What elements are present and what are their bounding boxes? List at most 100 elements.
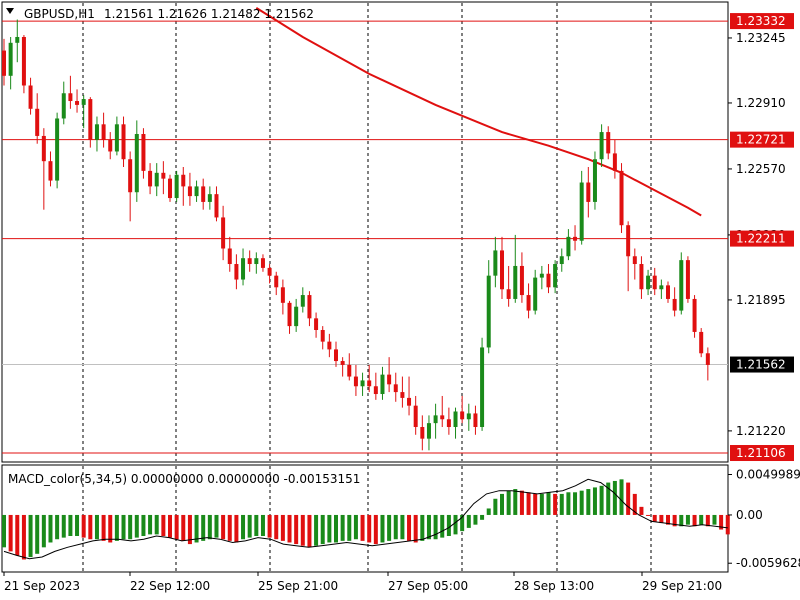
x-tick-label: 21 Sep 2023 <box>4 579 80 593</box>
candle-body <box>566 236 571 257</box>
candle-body <box>161 172 166 179</box>
macd-bar <box>387 514 392 541</box>
macd-bar <box>55 514 60 540</box>
macd-y-tick-label: 0.00 <box>736 508 763 522</box>
candle-body <box>553 264 558 288</box>
candle <box>426 415 431 451</box>
candle <box>234 254 239 290</box>
candle-body <box>241 258 246 280</box>
macd-bar <box>254 514 259 536</box>
macd-bar <box>725 514 730 535</box>
candle-body <box>500 250 504 290</box>
candle <box>407 376 412 416</box>
candle-body <box>586 182 591 202</box>
macd-bar <box>592 487 597 515</box>
macd-bar <box>433 514 438 540</box>
symbol-label: GBPUSD,H1 <box>24 7 95 21</box>
candle-body <box>35 108 40 136</box>
macd-bar <box>314 514 319 546</box>
candle <box>466 403 471 431</box>
y-tick-label: 1.22570 <box>736 162 786 176</box>
level-price-tag <box>730 131 794 148</box>
candle <box>539 265 544 290</box>
macd-bar <box>559 493 564 515</box>
macd-bar <box>8 514 13 552</box>
macd-bar <box>2 514 6 548</box>
candle <box>8 36 13 90</box>
candle <box>579 170 584 245</box>
macd-bar <box>586 489 591 515</box>
candle <box>519 252 524 303</box>
candle-body <box>61 93 66 119</box>
candle <box>201 178 206 210</box>
macd-bar <box>134 514 139 538</box>
macd-bar <box>719 514 724 530</box>
candle <box>28 77 33 115</box>
collapse-triangle-icon[interactable] <box>6 8 14 14</box>
candle-body <box>260 258 265 268</box>
candle <box>353 364 358 396</box>
macd-bar <box>367 514 372 543</box>
candle <box>227 236 232 272</box>
macd-bar <box>320 514 325 545</box>
y-tick-label: 1.22910 <box>736 96 786 110</box>
candle <box>128 151 133 222</box>
candle <box>506 265 511 307</box>
macd-bar <box>234 514 239 543</box>
macd-bar <box>460 514 465 532</box>
candle-body <box>174 174 179 199</box>
level-price-label: 1.21106 <box>736 446 786 460</box>
x-tick-label: 28 Sep 13:00 <box>514 579 594 593</box>
y-tick-label: 1.23245 <box>736 31 786 45</box>
x-tick-label: 27 Sep 05:00 <box>388 579 468 593</box>
candle <box>187 172 192 206</box>
candle <box>460 395 465 424</box>
candle-body <box>612 153 617 171</box>
candle-body <box>373 386 378 395</box>
candle-body <box>307 295 312 319</box>
candle <box>314 312 319 338</box>
candle-body <box>168 178 172 199</box>
macd-bar <box>493 498 498 515</box>
candle-body <box>387 374 392 385</box>
candle <box>486 260 491 354</box>
candle-body <box>626 225 631 257</box>
candle-body <box>453 411 458 428</box>
macd-bar <box>61 514 66 538</box>
candle-body <box>393 384 398 393</box>
candle <box>141 128 146 179</box>
candle <box>241 248 246 286</box>
macd-bar <box>294 514 299 545</box>
candle-body <box>101 124 106 140</box>
candle <box>566 229 571 261</box>
price-pane[interactable] <box>1 1 729 463</box>
candle-body <box>327 341 332 350</box>
candle-body <box>493 250 498 276</box>
macd-bar <box>712 514 717 525</box>
candle-body <box>473 413 478 428</box>
x-tick-label: 22 Sep 12:00 <box>130 579 210 593</box>
macd-bar <box>685 514 690 525</box>
candle <box>573 225 578 251</box>
macd-bar <box>380 514 385 543</box>
macd-bar <box>300 514 305 546</box>
candle-body <box>632 256 637 265</box>
candle <box>294 298 299 332</box>
candle <box>526 283 531 319</box>
candle <box>254 252 259 274</box>
candle <box>41 128 46 210</box>
candle-body <box>2 50 6 76</box>
candle-body <box>539 273 544 278</box>
candle-body <box>599 132 604 160</box>
candle-body <box>353 376 358 387</box>
candle <box>553 260 558 294</box>
candle-body <box>227 248 232 265</box>
candle <box>55 112 60 189</box>
macd-bar <box>606 482 611 515</box>
candle-body <box>234 264 239 280</box>
candle <box>446 407 451 435</box>
macd-bar <box>174 514 179 540</box>
candle-body <box>280 287 285 303</box>
candle <box>652 267 657 296</box>
candle <box>612 139 617 179</box>
